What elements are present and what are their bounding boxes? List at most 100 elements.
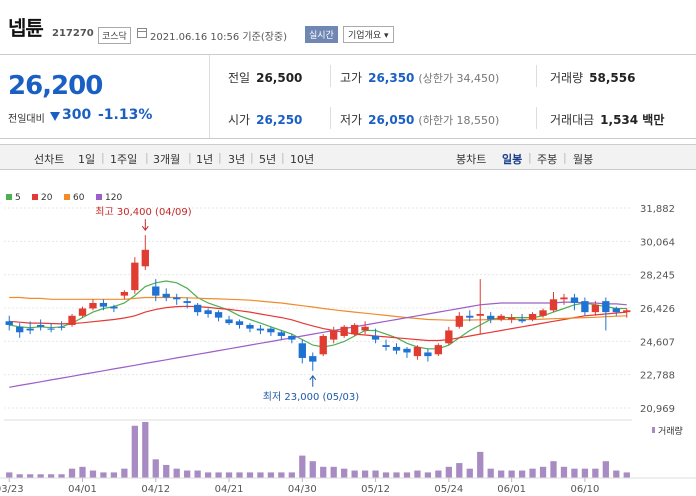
divider: | [250,151,254,164]
volume-bar [267,472,275,478]
volume-bar [215,472,222,478]
company-info-dropdown[interactable]: 기업개요 ▾ [343,26,394,43]
volume-bar [58,474,65,478]
high-arrow-icon [141,219,149,231]
ma-line-20 [9,305,627,342]
legend-swatch-2 [64,194,70,200]
period-10y[interactable]: 10년 [290,153,315,166]
candle-body [36,324,45,327]
candle-body [382,345,390,347]
candle-chart-label: 봉차트 [456,153,487,166]
y-tick-label: 28,245 [640,271,675,282]
y-tick-label: 22,788 [640,371,675,382]
candle-body [570,297,579,303]
volume-bar [121,468,128,478]
volume-bar [184,470,191,478]
line-chart-label: 선차트 [34,153,65,166]
volume-bar [456,463,463,478]
candle-body [612,308,620,313]
volume-bar [539,466,547,478]
candle-body [120,291,129,296]
volume-bar [581,468,589,478]
volume-bar [602,461,609,478]
volume-bar [6,472,13,478]
calendar-icon [137,28,147,38]
period-3m[interactable]: 3개월 [153,153,181,166]
legend-swatch-3 [96,194,102,200]
candle-body [141,249,149,267]
candle-body [110,306,118,309]
divider [330,107,331,129]
x-tick-label: 03/23 [0,484,24,495]
low-annotation: 최저 23,000 (05/03) [263,391,359,403]
volume-bar [142,422,149,478]
volume-bar [466,468,473,478]
period-3y[interactable]: 3년 [228,153,246,166]
volume: 거래량 58,556 [550,71,636,85]
legend-swatch-0 [6,194,12,200]
candle-body [507,317,516,320]
volume-bar [571,468,578,478]
candle-body [371,335,380,340]
candle-body [413,346,422,357]
candle-body [162,293,170,298]
volume-bar [309,461,316,478]
legend-swatch-1 [32,194,38,200]
candle-daily-tab[interactable]: 일봉 [502,153,523,166]
period-1y[interactable]: 1년 [196,153,214,166]
day-high: 고가 26,350 (상한가 34,450) [340,71,500,85]
candle-body [68,315,76,325]
period-1w[interactable]: 1주일 [110,153,138,166]
x-tick-label: 04/01 [68,484,97,495]
candle-body [26,328,34,331]
candle-body [487,315,495,320]
candle-body [340,326,348,336]
x-tick-label: 06/01 [497,484,526,495]
divider: | [281,151,285,164]
candle-body [267,328,275,333]
divider [330,65,331,87]
candle-weekly-tab[interactable]: 주봉 [537,153,558,166]
candle-body [235,321,244,325]
candle-body [277,332,286,336]
open-price: 시가 26,250 [228,113,303,127]
candle-body [204,310,212,314]
volume-bar [341,468,348,478]
volume-bar [498,470,505,478]
high-annotation: 최고 30,400 (04/09) [95,206,191,218]
candle-body [309,356,317,362]
divider: | [101,151,105,164]
volume-bar [393,472,400,478]
candle-body [330,330,338,340]
volume-bar [204,472,212,478]
candle-body [403,348,411,353]
candle-body [256,328,265,331]
candle-body [57,326,66,328]
candle-body [497,315,505,320]
volume-bar [257,472,264,478]
candle-body [549,299,558,311]
divider: | [218,151,222,164]
y-tick-label: 31,882 [640,204,675,215]
legend-label-1: 20 [41,193,53,203]
quote-datetime: 2021.06.16 10:56 기준(장중) [150,32,288,43]
volume-bar [508,470,515,478]
candle-body [131,262,139,291]
candle-body [392,346,401,351]
divider: | [188,151,192,164]
candle-body [623,310,631,313]
realtime-button[interactable]: 실시간 [305,26,338,43]
low-arrow-icon [309,374,317,387]
candle-body [361,326,369,331]
volume-bar [529,468,536,478]
divider: | [528,151,532,164]
candle-monthly-tab[interactable]: 월봉 [573,153,594,166]
candle-body [528,313,537,320]
period-5y[interactable]: 5년 [259,153,277,166]
volume-bar [100,472,107,478]
period-1d[interactable]: 1일 [78,153,96,166]
x-tick-label: 05/12 [361,484,390,495]
volume-bar [445,466,452,478]
candle-body [99,302,108,307]
candle-body [445,330,453,344]
